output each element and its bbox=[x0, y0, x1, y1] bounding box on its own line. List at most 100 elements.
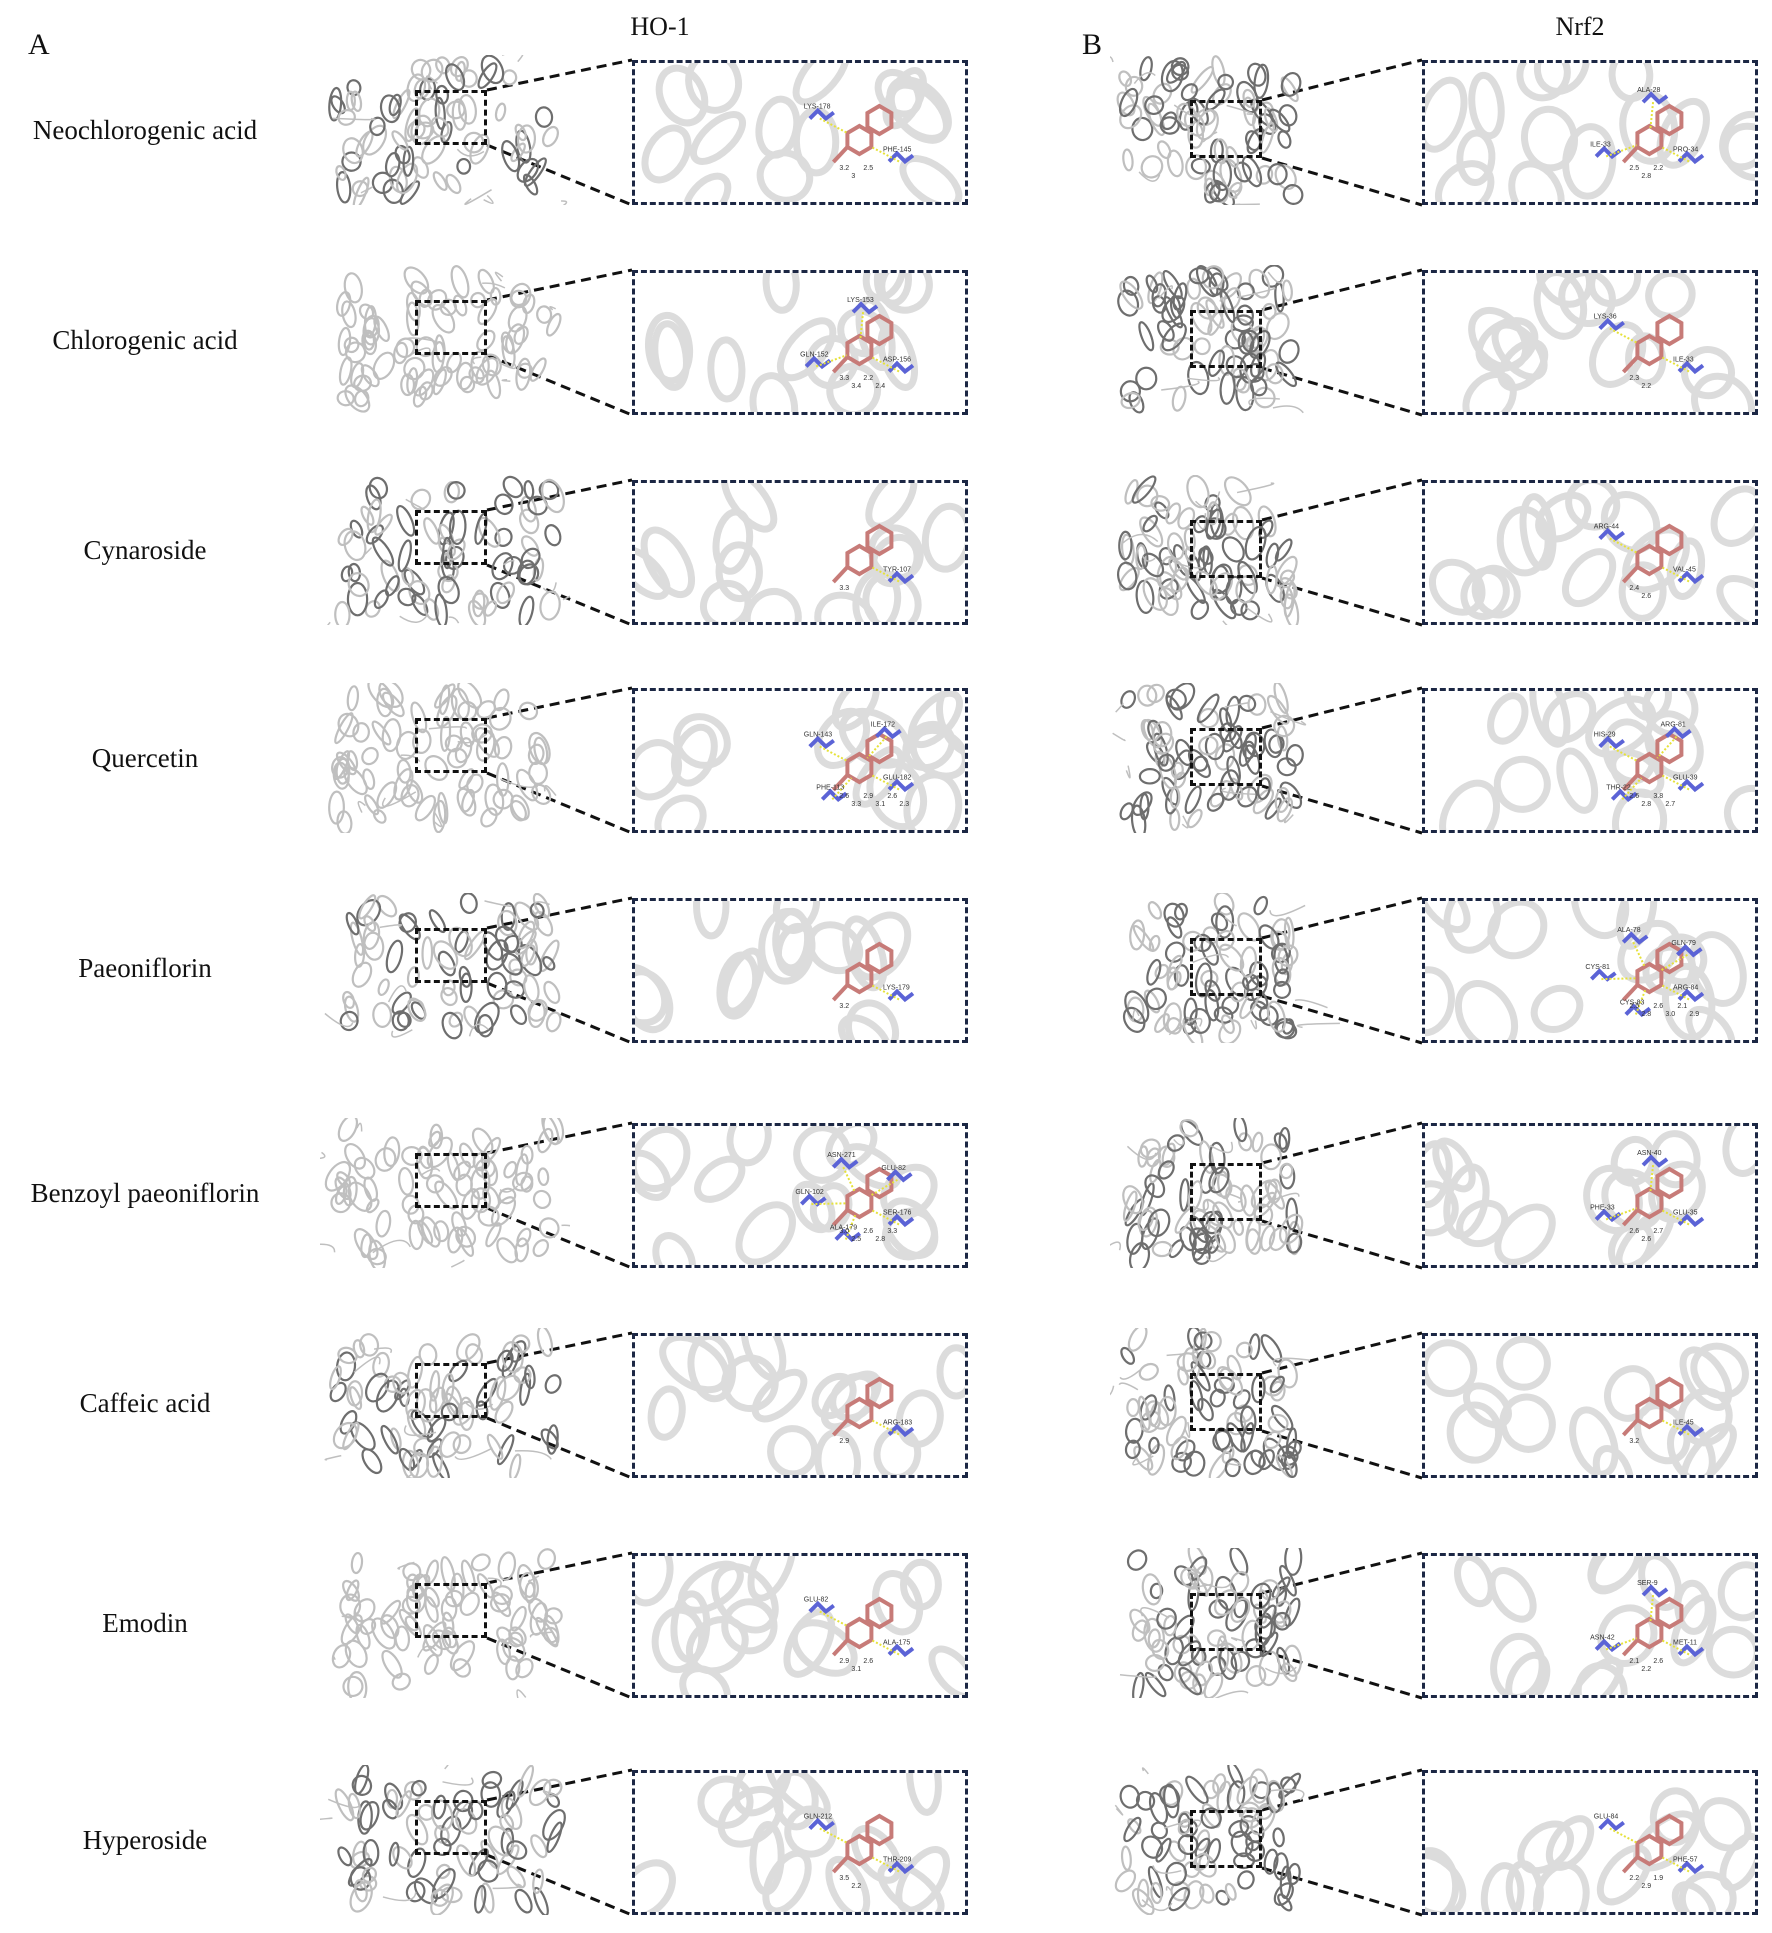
residue-stick bbox=[887, 778, 915, 793]
residue-label: CYS-83 bbox=[1620, 999, 1645, 1006]
hbond-distance-label: 3.8 bbox=[1653, 793, 1663, 800]
ho1-zoom-box bbox=[415, 718, 487, 773]
ligand-molecule bbox=[1621, 1596, 1684, 1657]
hbond-distance-label: 3.0 bbox=[1665, 1011, 1675, 1018]
residue-label: VAL-45 bbox=[1673, 566, 1696, 573]
ho1-overview-structure bbox=[320, 1765, 570, 1915]
hbond-distance-label: 2.6 bbox=[1641, 1236, 1651, 1243]
residue-label: PHE-57 bbox=[1673, 1856, 1698, 1863]
hbond-distance-label: 1.9 bbox=[1653, 1875, 1663, 1882]
residue-stick bbox=[1677, 150, 1705, 165]
nrf2-binding-site-inset: VAL-45 ARG-44 2.4 2.6 bbox=[1422, 480, 1758, 625]
residue-stick bbox=[1677, 570, 1705, 585]
compound-row: Neochlorogenic acid PHE-145 LYS-178 3.2 3 2.… bbox=[0, 55, 1772, 207]
ho1-overview-structure bbox=[320, 55, 570, 205]
hbond-distance-label: 2.2 bbox=[1641, 1666, 1651, 1673]
residue-label: SER-9 bbox=[1637, 1580, 1658, 1587]
residue-label: GLN-212 bbox=[804, 1814, 833, 1821]
residue-label: LYS-36 bbox=[1594, 314, 1617, 321]
nrf2-overview-structure bbox=[1110, 265, 1360, 415]
nrf2-binding-site-inset: ILE-45 3.2 bbox=[1422, 1333, 1758, 1478]
residue-label: ASN-271 bbox=[827, 1152, 856, 1159]
nrf2-overview-structure bbox=[1110, 475, 1360, 625]
ligand-molecule bbox=[1621, 103, 1684, 164]
compound-label: Quercetin bbox=[91, 743, 199, 773]
compound-label: Neochlorogenic acid bbox=[32, 115, 258, 145]
hbond-distance-label: 3.3 bbox=[839, 585, 849, 592]
ligand-molecule bbox=[831, 1376, 894, 1437]
residue-label: HIS-29 bbox=[1594, 732, 1616, 739]
hbond-distance-label: 2.1 bbox=[1677, 1003, 1687, 1010]
panel-letter-a: A bbox=[28, 28, 50, 61]
hbond-distance-label: 2.8 bbox=[1641, 801, 1651, 808]
compound-row: Emodin ALA-175 GLU-82 2.9 3.1 2.6 MET-11 ASN-… bbox=[0, 1548, 1772, 1700]
hbond-distance-label: 2.7 bbox=[1665, 801, 1675, 808]
ho1-overview-structure bbox=[320, 265, 570, 415]
compound-row: Caffeic acid ARG-183 2.9 ILE-45 3.2 bbox=[0, 1328, 1772, 1480]
ligand-molecule bbox=[831, 941, 894, 1002]
hbond-distance-label: 2.5 bbox=[1629, 165, 1639, 172]
compound-label: Paeoniflorin bbox=[78, 953, 212, 983]
residue-label: LYS-179 bbox=[883, 984, 910, 991]
ho1-zoom-box bbox=[415, 1800, 487, 1855]
ho1-binding-site-inset: PHE-145 LYS-178 3.2 3 2.5 bbox=[632, 60, 968, 205]
hbond-distance-label: 2.9 bbox=[839, 1438, 849, 1445]
ligand-molecule bbox=[1621, 941, 1684, 1002]
residue-stick bbox=[1594, 1638, 1622, 1653]
nrf2-binding-site-inset: ARG-84 CYS-83 CYS-81 ALA-78 GLN-79 2.5 2.8 2.6 3… bbox=[1422, 898, 1758, 1043]
hbond-distance-label: 3.2 bbox=[1629, 1438, 1639, 1445]
residue-label: GLU-82 bbox=[804, 1597, 829, 1604]
hbond-distance-label: 3.0 bbox=[839, 1228, 849, 1235]
hbond-distance-label: 2.7 bbox=[1653, 1228, 1663, 1235]
residue-stick bbox=[808, 1817, 835, 1832]
nrf2-overview-structure bbox=[1110, 1548, 1360, 1698]
nrf2-overview-structure bbox=[1110, 1765, 1360, 1915]
ho1-zoom-box bbox=[415, 90, 487, 145]
residue-stick bbox=[1676, 943, 1703, 958]
hbond-distance-label: 2.6 bbox=[863, 1228, 873, 1235]
ho1-binding-site-inset: THR-209 GLN-212 3.5 2.2 bbox=[632, 1770, 968, 1915]
hbond-distance-label: 2.6 bbox=[1653, 1658, 1663, 1665]
residue-label: PHE-33 bbox=[1590, 1204, 1615, 1211]
ho1-zoom-box bbox=[415, 510, 487, 565]
ho1-zoom-box bbox=[415, 1363, 487, 1418]
residue-stick bbox=[1641, 1154, 1669, 1168]
ho1-binding-site-inset: GLU-182 PHE-113 GLN-143 ILE-172 2.6 3.3 2.9 3.1… bbox=[632, 688, 968, 833]
ligand-molecule bbox=[831, 1596, 894, 1657]
residue-label: ILE-45 bbox=[1673, 1419, 1694, 1426]
residue-stick bbox=[1598, 1817, 1625, 1832]
ligand-molecule bbox=[1621, 1376, 1684, 1437]
compound-label: Benzoyl paeoniflorin bbox=[30, 1178, 260, 1208]
compound-row: Paeoniflorin LYS-179 3.2 ARG-84 CYS-83 CYS-… bbox=[0, 893, 1772, 1045]
hbond-distance-label: 2.6 bbox=[1629, 1228, 1639, 1235]
residue-stick bbox=[886, 1168, 913, 1183]
compound-row: Chlorogenic acid ASP-156 GLN-152 LYS-153 3.… bbox=[0, 265, 1772, 417]
nrf2-overview-structure bbox=[1110, 1118, 1360, 1268]
ligand-molecule bbox=[831, 523, 894, 584]
residue-stick bbox=[1677, 1213, 1705, 1228]
hbond-distance-label: 2.8 bbox=[875, 1236, 885, 1243]
ho1-overview-structure bbox=[320, 893, 570, 1043]
nrf2-overview-structure bbox=[1110, 55, 1360, 205]
residue-stick bbox=[1677, 988, 1705, 1003]
hbond-distance-label: 2.3 bbox=[1629, 375, 1639, 382]
residue-label: GLU-182 bbox=[883, 774, 912, 781]
hbond-distance-label: 2.1 bbox=[1629, 1658, 1639, 1665]
residue-label: GLN-79 bbox=[1671, 940, 1696, 947]
residue-label: ILE-33 bbox=[1673, 356, 1694, 363]
nrf2-binding-site-inset: GLU-35 PHE-33 ASN-40 2.6 2.6 2.7 bbox=[1422, 1123, 1758, 1268]
hbond-distance-label: 2.2 bbox=[1629, 1875, 1639, 1882]
residue-stick bbox=[1677, 360, 1705, 375]
residue-stick bbox=[831, 1156, 859, 1170]
residue-label: GLU-39 bbox=[1673, 774, 1698, 781]
hbond-distance-label: 3.1 bbox=[875, 801, 885, 808]
hbond-distance-label: 2.5 bbox=[863, 165, 873, 172]
residue-stick bbox=[808, 107, 835, 122]
residue-stick bbox=[887, 988, 915, 1003]
residue-stick bbox=[1665, 725, 1692, 740]
residue-stick bbox=[887, 1213, 915, 1228]
residue-stick bbox=[1621, 931, 1649, 945]
hbond-distance-label: 2.4 bbox=[875, 383, 885, 390]
residue-label: ILE-33 bbox=[1590, 141, 1611, 148]
residue-label: ASN-42 bbox=[1590, 1634, 1615, 1641]
